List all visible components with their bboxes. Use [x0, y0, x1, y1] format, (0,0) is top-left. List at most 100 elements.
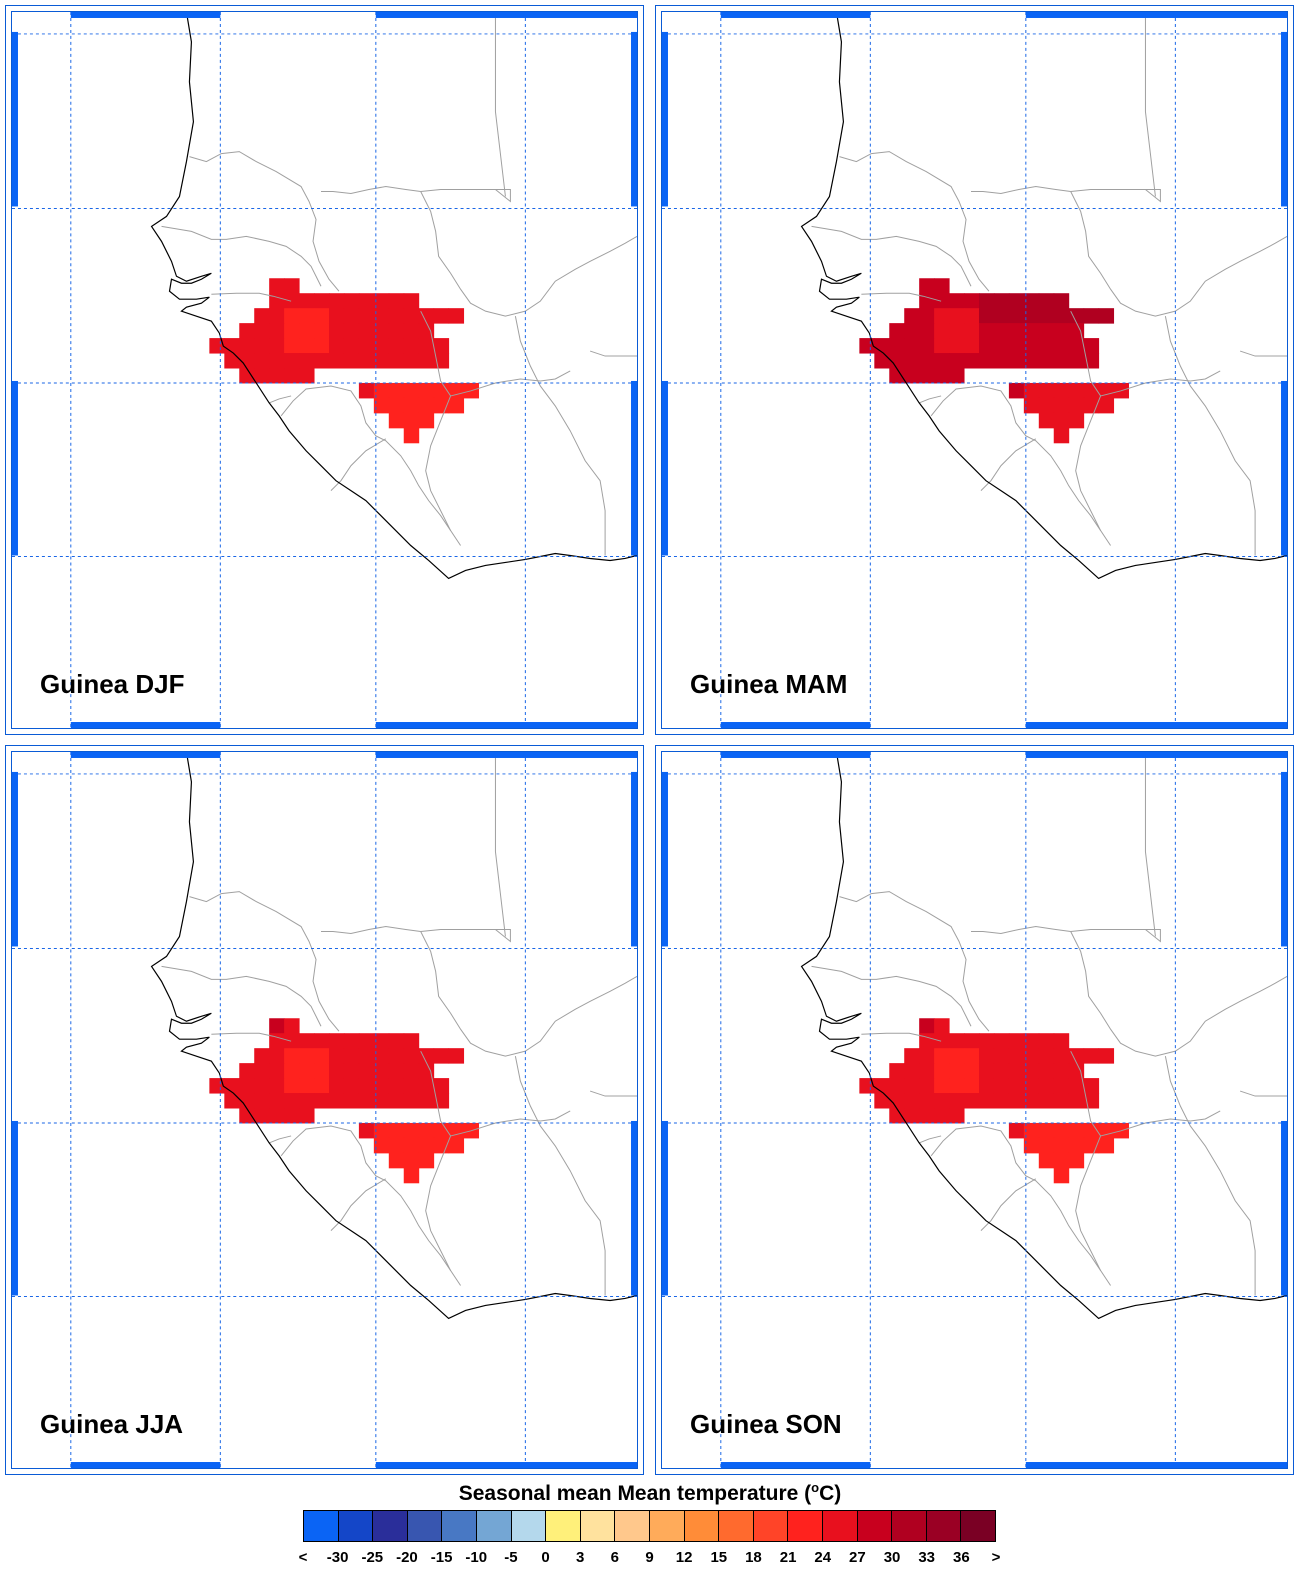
grid-cell [254, 338, 270, 354]
grid-cell [1008, 338, 1025, 354]
panel-title: Guinea MAM [690, 669, 848, 699]
country-border [280, 385, 452, 531]
country-border [420, 191, 637, 317]
grid-cell [1038, 412, 1055, 429]
grid-cell [269, 1033, 285, 1049]
grid-cell [1038, 338, 1055, 354]
grid-cell [1083, 1048, 1100, 1064]
frame-tick-bar [375, 752, 637, 758]
country-border [189, 891, 340, 1032]
grid-cell [314, 1093, 330, 1109]
grid-cell [1068, 1122, 1085, 1139]
grid-cell [418, 323, 435, 339]
frame-tick-bar [12, 1120, 18, 1296]
grid-cell [859, 1078, 875, 1094]
colorbar-swatch [476, 1511, 512, 1541]
grid-cell [949, 353, 965, 369]
grid-cell [403, 323, 420, 339]
grid-cell [224, 1078, 240, 1094]
grid-cell [993, 323, 1010, 339]
grid-cell [418, 1122, 435, 1139]
grid-cell [1023, 1033, 1040, 1049]
grid-cell [373, 1122, 390, 1139]
colorbar-tick-label: 9 [645, 1549, 654, 1566]
frame-tick-bar [631, 31, 637, 207]
grid-cell [949, 308, 965, 324]
grid-cell [949, 323, 965, 339]
grid-cell [978, 308, 995, 324]
grid-cell [403, 427, 420, 444]
grid-cell [403, 1122, 420, 1139]
grid-cell [343, 338, 360, 354]
colorbar-tick-label: 0 [541, 1549, 550, 1566]
grid-cell [224, 338, 240, 354]
grid-cell [433, 382, 450, 399]
grid-cell [314, 1048, 330, 1064]
grid-cell [1068, 1093, 1085, 1109]
grid-cell [919, 1108, 935, 1124]
grid-cell [388, 397, 405, 414]
grid-cell [254, 1093, 270, 1109]
grid-cell [889, 368, 905, 384]
grid-cell [1038, 1122, 1055, 1139]
colorbar-swatch [753, 1511, 789, 1541]
grid-cell [949, 1078, 965, 1094]
grid-cell [1023, 323, 1040, 339]
grid-cell [1053, 1063, 1070, 1079]
colorbar-tick-label: 27 [849, 1549, 866, 1566]
frame-tick-bar [662, 380, 668, 556]
grid-cell [418, 1078, 435, 1094]
frame-tick-bar [631, 1120, 637, 1296]
grid-cell [299, 323, 315, 339]
frame-tick-bar [70, 752, 221, 758]
grid-cell [254, 1108, 270, 1124]
grid-cell [919, 1033, 935, 1049]
grid-cell [284, 1078, 300, 1094]
grid-cell [299, 1063, 315, 1079]
grid-cell [919, 1078, 935, 1094]
grid-cell [1038, 1063, 1055, 1079]
country-border [971, 926, 1071, 934]
colorbar-ticks: < -30 -25 -20 -15 -10 -5 0 3 6 9 12 15 18 21 24 27 30 33 36… [299, 1549, 1001, 1569]
grid-cell [254, 368, 270, 384]
country-border [811, 225, 972, 287]
grid-cell [403, 1078, 420, 1094]
grid-cell [388, 293, 405, 309]
grid-cell [874, 1093, 890, 1109]
grid-cell [314, 323, 330, 339]
grid-cell [1008, 1078, 1025, 1094]
grid-cell [388, 1137, 405, 1154]
grid-cell [934, 1048, 950, 1064]
colorbar-swatch [684, 1511, 720, 1541]
grid-cell [1098, 1122, 1115, 1139]
grid-cell [1068, 323, 1085, 339]
grid-cell [284, 1048, 300, 1064]
grid-cell [964, 1048, 980, 1064]
country-border [861, 1032, 942, 1042]
panel-title: Guinea JJA [40, 1409, 184, 1439]
grid-cell [299, 353, 315, 369]
grid-cell [239, 368, 255, 384]
grid-cell [949, 1093, 965, 1109]
frame-tick-bar [1025, 722, 1287, 728]
grid-cell [993, 293, 1010, 309]
grid-cell [904, 1048, 920, 1064]
grid-cell [358, 293, 375, 309]
grid-cell [859, 338, 875, 354]
grid-cell [418, 412, 435, 429]
colorbar-tick-label: < [298, 1549, 308, 1566]
grid-cell [403, 397, 420, 414]
grid-cell [433, 1122, 450, 1139]
grid-cell [373, 1078, 390, 1094]
grid-cell [239, 338, 255, 354]
frame-tick-bar [1281, 31, 1287, 207]
grid-cell [1023, 1078, 1040, 1094]
grid-cell [1038, 1137, 1055, 1154]
grid-cell [978, 1093, 995, 1109]
grid-cell [919, 308, 935, 324]
grid-cell [373, 323, 390, 339]
grid-cell [1038, 1078, 1055, 1094]
grid-cell [1083, 308, 1100, 324]
grid-cell [254, 308, 270, 324]
grid-cell [403, 1137, 420, 1154]
